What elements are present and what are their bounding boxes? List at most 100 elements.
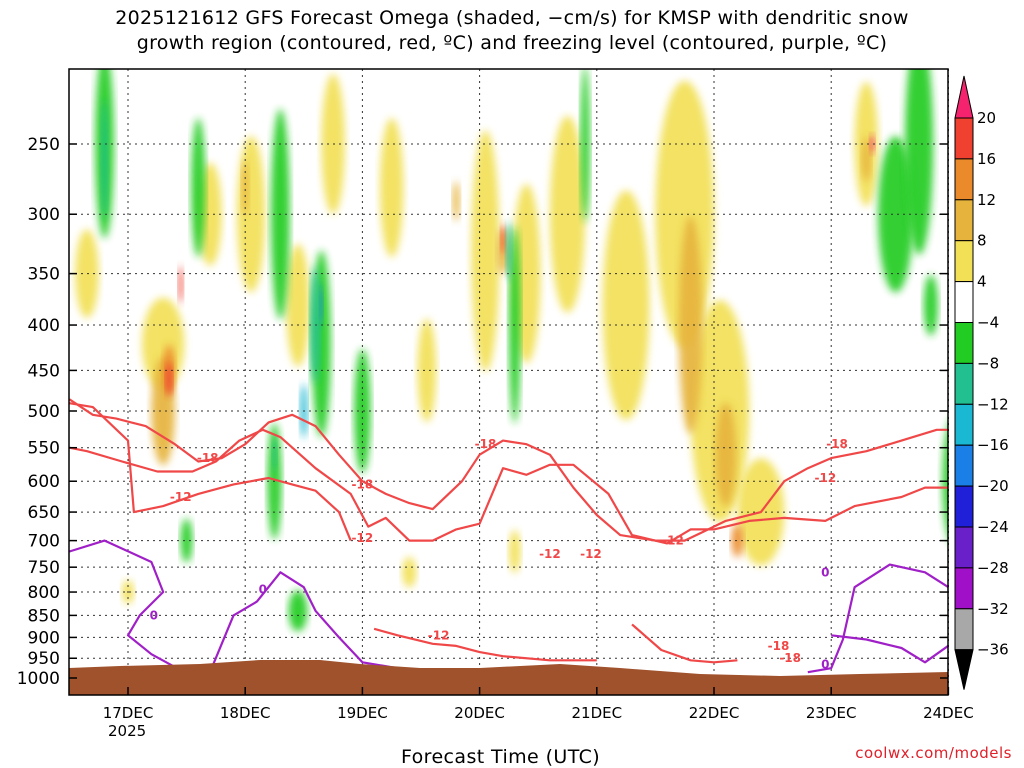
contour-label-red: -18: [779, 651, 801, 665]
omega-blob: [286, 243, 310, 367]
colorbar-label: −16: [977, 436, 1009, 454]
colorbar-cell: [954, 158, 974, 201]
y-tick-label: 1000: [17, 669, 60, 689]
colorbar-label: 20: [977, 109, 996, 127]
y-tick-label: 500: [28, 402, 60, 422]
y-tick-label: 650: [28, 503, 60, 523]
omega-blob: [905, 69, 934, 255]
colorbar-cell: [954, 199, 974, 242]
x-tick-label: 23DEC: [806, 704, 857, 722]
omega-blob: [191, 118, 206, 258]
contour-freezing-level-0-c-bottom: [831, 634, 948, 664]
contour-dgz-18-c: [69, 398, 948, 542]
x-tick-label: 18DEC: [220, 704, 271, 722]
colorbar-label: −24: [977, 518, 1009, 536]
omega-blob: [991, 216, 1000, 286]
colorbar-cell: [954, 240, 974, 283]
y-tick-label: 750: [28, 558, 60, 578]
contour-label-red: -18: [826, 437, 848, 451]
contour-label-red: -12: [814, 471, 836, 485]
omega-blob: [505, 221, 512, 281]
contour-label-red: -12: [662, 534, 684, 548]
credit-link[interactable]: coolwx.com/models: [855, 744, 1012, 762]
omega-blob: [319, 284, 324, 326]
x-axis-year: 2025: [108, 722, 147, 740]
colorbar-label: −4: [977, 314, 999, 332]
contour-label-red: -12: [539, 547, 561, 561]
contour-freezing-level-0-c-right: [807, 563, 948, 674]
omega-blob: [101, 99, 109, 219]
omega-shading: [75, 69, 1002, 632]
y-tick-label: 550: [28, 439, 60, 459]
x-tick-label: 22DEC: [689, 704, 740, 722]
omega-blob: [452, 181, 460, 222]
title-line-2: growth region (contoured, red, ºC) and f…: [136, 32, 888, 54]
omega-blob: [580, 69, 590, 223]
x-axis-title: Forecast Time (UTC): [401, 746, 601, 768]
axes: [68, 68, 949, 696]
colorbar-cell: [954, 362, 974, 405]
colorbar-label: −36: [977, 641, 1009, 659]
omega-blob: [75, 229, 99, 318]
colorbar-label: 12: [977, 191, 996, 209]
y-tick-label: 450: [28, 361, 60, 381]
contour-label-red: -12: [352, 531, 374, 545]
colorbar-label: −12: [977, 395, 1009, 413]
colorbar-cell: [954, 322, 974, 364]
contour-label-red: -18: [352, 477, 374, 491]
colorbar-label: 4: [977, 273, 987, 291]
colorbar-cell: [954, 567, 974, 610]
contour-label-red: -18: [475, 437, 497, 451]
contour-label-purple: 0: [259, 583, 267, 597]
y-tick-label: 250: [28, 135, 60, 155]
chart-title: 2025121612 GFS Forecast Omega (shaded, −…: [0, 6, 1024, 56]
colorbar-cell: [954, 117, 974, 160]
colorbar-label: −32: [977, 600, 1009, 618]
colorbar-label: −20: [977, 477, 1009, 495]
contour-label-red: -12: [580, 547, 602, 561]
omega-blob: [715, 402, 737, 507]
colorbar-label: 8: [977, 232, 987, 250]
omega-blob: [165, 362, 173, 396]
omega-blob: [288, 590, 308, 632]
omega-blob: [731, 524, 744, 558]
contour-label-purple: 0: [150, 608, 158, 622]
omega-blob: [500, 224, 506, 255]
x-axis-ticks: 17DEC 18DEC 19DEC 20DEC 21DEC 22DEC 23DEC 24DEC: [103, 687, 974, 722]
y-tick-label: 300: [28, 205, 60, 225]
terrain-surface: [69, 660, 948, 695]
y-tick-label: 800: [28, 583, 60, 603]
y-tick-label: 900: [28, 628, 60, 648]
omega-blob: [869, 134, 875, 154]
omega-blob: [508, 530, 521, 573]
contour-label-purple: 0: [821, 657, 829, 671]
title-line-1: 2025121612 GFS Forecast Omega (shaded, −…: [115, 7, 909, 29]
colorbar-label: −8: [977, 354, 999, 372]
contour-label-red: -12: [428, 628, 450, 642]
colorbar-cell: [954, 281, 974, 324]
colorbar-bottom-triangle: [954, 649, 974, 690]
omega-blob: [861, 136, 872, 182]
omega-blob: [923, 274, 938, 336]
omega-blob: [988, 176, 1002, 253]
y-axis-ticks: 2503003504004505005506006507007508008509…: [17, 135, 948, 689]
contour-dgz-12-c-low-contour: [373, 627, 597, 662]
omega-blob: [379, 118, 404, 258]
omega-blob: [602, 190, 650, 421]
colorbar-label: −28: [977, 559, 1009, 577]
colorbar-top-triangle: [954, 75, 974, 119]
omega-blob: [878, 136, 914, 293]
omega-blob: [678, 216, 703, 434]
y-tick-label: 350: [28, 265, 60, 285]
contour-label-red: -18: [197, 451, 219, 465]
colorbar-cell: [954, 608, 974, 651]
colorbar-cell: [954, 444, 974, 487]
contour-labels: -18-12-18-12-18-12-12-12-18-12-18-18-120…: [150, 437, 848, 671]
y-tick-label: 950: [28, 649, 60, 669]
y-tick-label: 700: [28, 532, 60, 552]
colorbar-cell: [954, 526, 974, 569]
omega-blob: [471, 130, 500, 372]
omega-blob: [272, 437, 277, 472]
y-tick-label: 850: [28, 606, 60, 626]
